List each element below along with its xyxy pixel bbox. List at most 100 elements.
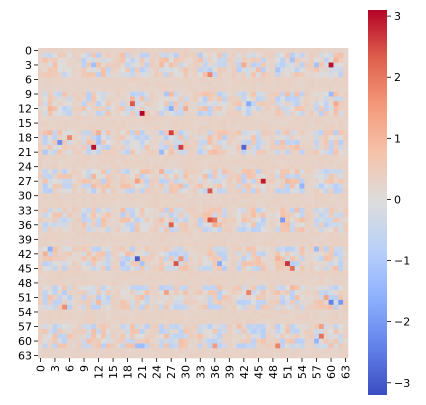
heatmap-cell xyxy=(139,48,145,54)
heatmap-cell xyxy=(333,81,339,88)
heatmap-cell xyxy=(222,353,228,359)
heatmap-cell xyxy=(226,91,233,97)
heatmap-cell xyxy=(100,295,107,301)
heatmap-cell xyxy=(105,353,111,359)
heatmap-cell xyxy=(42,203,48,209)
heatmap-cell xyxy=(57,120,63,126)
heatmap-cell xyxy=(163,52,170,58)
heatmap-cell xyxy=(299,101,305,107)
heatmap-cell xyxy=(86,304,92,310)
heatmap-cell xyxy=(323,343,329,349)
heatmap-cell xyxy=(343,212,349,218)
heatmap-cell xyxy=(130,236,136,243)
heatmap-cell xyxy=(207,72,213,78)
heatmap-cell xyxy=(270,154,276,160)
heatmap-cell xyxy=(105,203,111,209)
heatmap-cell xyxy=(110,333,116,339)
heatmap-cell xyxy=(105,198,111,204)
heatmap-cell xyxy=(193,183,199,189)
heatmap-cell xyxy=(110,183,116,189)
heatmap-cell xyxy=(260,149,266,155)
heatmap-cell xyxy=(212,164,218,170)
heatmap-cell xyxy=(226,169,233,175)
heatmap-cell xyxy=(173,217,179,223)
heatmap-cell xyxy=(76,338,82,344)
heatmap-cell xyxy=(96,173,102,180)
heatmap-cell xyxy=(299,338,305,344)
heatmap-cell xyxy=(71,120,78,126)
heatmap-cell xyxy=(270,140,276,146)
heatmap-cell xyxy=(338,115,344,121)
heatmap-cell xyxy=(338,217,344,223)
heatmap-cell xyxy=(217,212,223,218)
heatmap-cell xyxy=(159,106,165,112)
heatmap-cell xyxy=(163,324,170,330)
heatmap-cell xyxy=(318,198,325,204)
heatmap-cell xyxy=(241,193,247,199)
heatmap-cell xyxy=(260,67,266,73)
heatmap-cell xyxy=(130,154,136,160)
heatmap-cell xyxy=(149,169,155,175)
heatmap-cell xyxy=(120,275,126,281)
heatmap-cell xyxy=(149,353,155,359)
heatmap-cell xyxy=(62,149,68,155)
heatmap-cell xyxy=(328,222,334,228)
heatmap-cell xyxy=(57,232,63,238)
heatmap-cell xyxy=(183,188,189,194)
heatmap-cell xyxy=(57,130,63,136)
heatmap-cell xyxy=(154,173,160,180)
heatmap-cell xyxy=(76,290,82,296)
heatmap-cell xyxy=(343,188,349,194)
heatmap-cell xyxy=(304,77,310,83)
heatmap-cell xyxy=(231,319,237,325)
heatmap-cell xyxy=(246,246,252,252)
heatmap-cell xyxy=(139,125,145,131)
heatmap-cell xyxy=(299,314,305,320)
heatmap-cell xyxy=(139,319,145,325)
heatmap-cell xyxy=(217,130,223,136)
heatmap-cell xyxy=(333,212,339,218)
heatmap-cell xyxy=(251,290,257,296)
heatmap-cell xyxy=(47,120,53,126)
heatmap-cell xyxy=(100,324,107,330)
heatmap-cell xyxy=(120,169,126,175)
heatmap-cell xyxy=(251,188,257,194)
heatmap-cell xyxy=(71,62,78,68)
heatmap-cell xyxy=(168,265,174,272)
heatmap-cell xyxy=(328,227,334,233)
heatmap-cell xyxy=(67,154,73,160)
heatmap-cell xyxy=(86,217,92,223)
heatmap-cell xyxy=(202,285,208,291)
heatmap-cell xyxy=(338,241,344,247)
heatmap-cell xyxy=(255,173,262,180)
heatmap-cell xyxy=(289,159,296,165)
heatmap-cell xyxy=(130,227,136,233)
heatmap-cell xyxy=(226,280,233,286)
heatmap-cell xyxy=(304,169,310,175)
heatmap-cell xyxy=(42,246,48,252)
heatmap-cell xyxy=(81,275,87,281)
heatmap-cell xyxy=(226,164,233,170)
heatmap-cell xyxy=(246,236,252,243)
heatmap-cell xyxy=(251,256,257,262)
heatmap-cell xyxy=(318,193,325,199)
heatmap-cell xyxy=(251,280,257,286)
heatmap-cell xyxy=(168,125,174,131)
heatmap-cell xyxy=(139,178,145,184)
heatmap-cell xyxy=(222,207,228,213)
heatmap-cell xyxy=(130,115,136,121)
heatmap-cell xyxy=(260,295,266,301)
heatmap-cell xyxy=(193,353,199,359)
heatmap-cell xyxy=(62,265,68,272)
heatmap-cell xyxy=(328,173,334,180)
heatmap-cell xyxy=(154,275,160,281)
heatmap-cell xyxy=(52,314,58,320)
heatmap-cell xyxy=(76,348,82,354)
heatmap-cell xyxy=(285,125,291,131)
heatmap-cell xyxy=(52,140,58,146)
heatmap-cell xyxy=(183,52,189,58)
heatmap-cell xyxy=(62,207,68,213)
heatmap-cell xyxy=(100,319,107,325)
heatmap-cell xyxy=(226,241,233,247)
heatmap-cell xyxy=(193,193,199,199)
